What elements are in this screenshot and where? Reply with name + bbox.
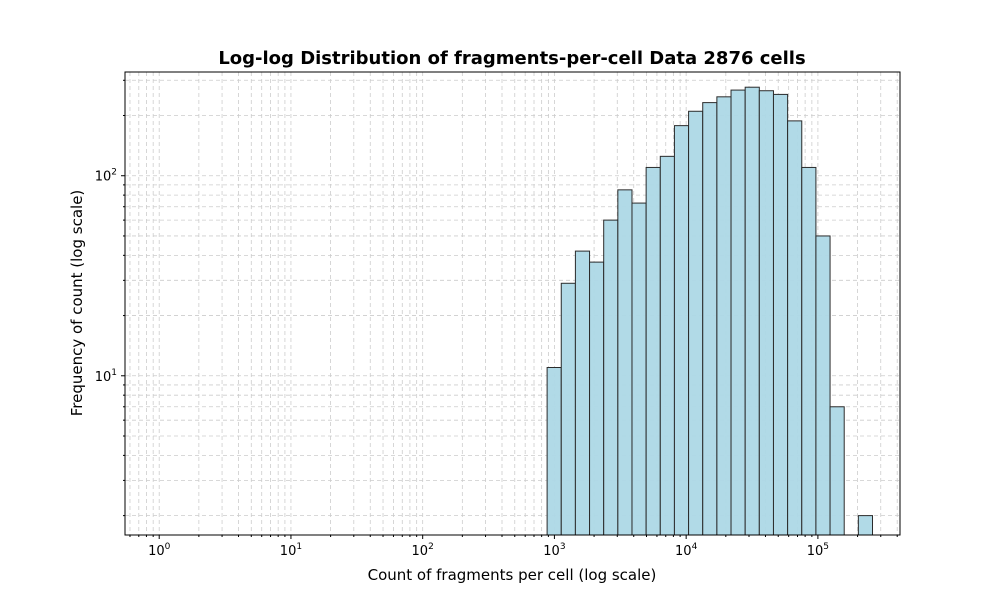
plot-frame — [124, 71, 901, 536]
histogram-bar — [857, 515, 874, 536]
chart-title: Log-log Distribution of fragments-per-ce… — [218, 48, 805, 69]
histogram-bar — [801, 166, 817, 536]
histogram-bar — [673, 125, 690, 536]
histogram-bar — [688, 110, 704, 536]
histogram-bar — [758, 90, 774, 536]
ticks-layer: 100 101 102 103 104 105 101 102 — [95, 79, 898, 559]
y-tick-label: 102 — [95, 168, 117, 185]
histogram-bar — [546, 367, 562, 536]
histogram-bar — [787, 120, 803, 536]
histogram-bar — [772, 93, 789, 536]
y-tick-label: 101 — [95, 368, 117, 385]
x-tick-label: 103 — [543, 542, 565, 559]
histogram-bar — [815, 235, 831, 536]
x-tick-label: 101 — [280, 542, 302, 559]
histogram-bar — [645, 166, 661, 536]
histogram-bar — [603, 219, 619, 536]
x-tick-label: 102 — [412, 542, 434, 559]
histogram-bar — [829, 406, 845, 536]
histogram-bar — [659, 155, 675, 536]
x-axis-label: Count of fragments per cell (log scale) — [368, 566, 657, 584]
histogram-bar — [617, 189, 633, 536]
histogram-bar — [730, 89, 746, 536]
histogram-bar — [574, 250, 591, 536]
histogram-bar — [716, 96, 732, 536]
x-tick-label: 105 — [807, 542, 829, 559]
histogram-bar — [744, 86, 760, 536]
bars-layer — [546, 86, 874, 536]
y-axis-label: Frequency of count (log scale) — [68, 190, 86, 417]
histogram-bar — [702, 102, 718, 536]
x-tick-label: 104 — [675, 542, 698, 559]
histogram-bar — [631, 202, 647, 536]
histogram-bar — [589, 261, 605, 536]
x-tick-label: 100 — [148, 542, 171, 559]
histogram-bar — [560, 282, 576, 536]
